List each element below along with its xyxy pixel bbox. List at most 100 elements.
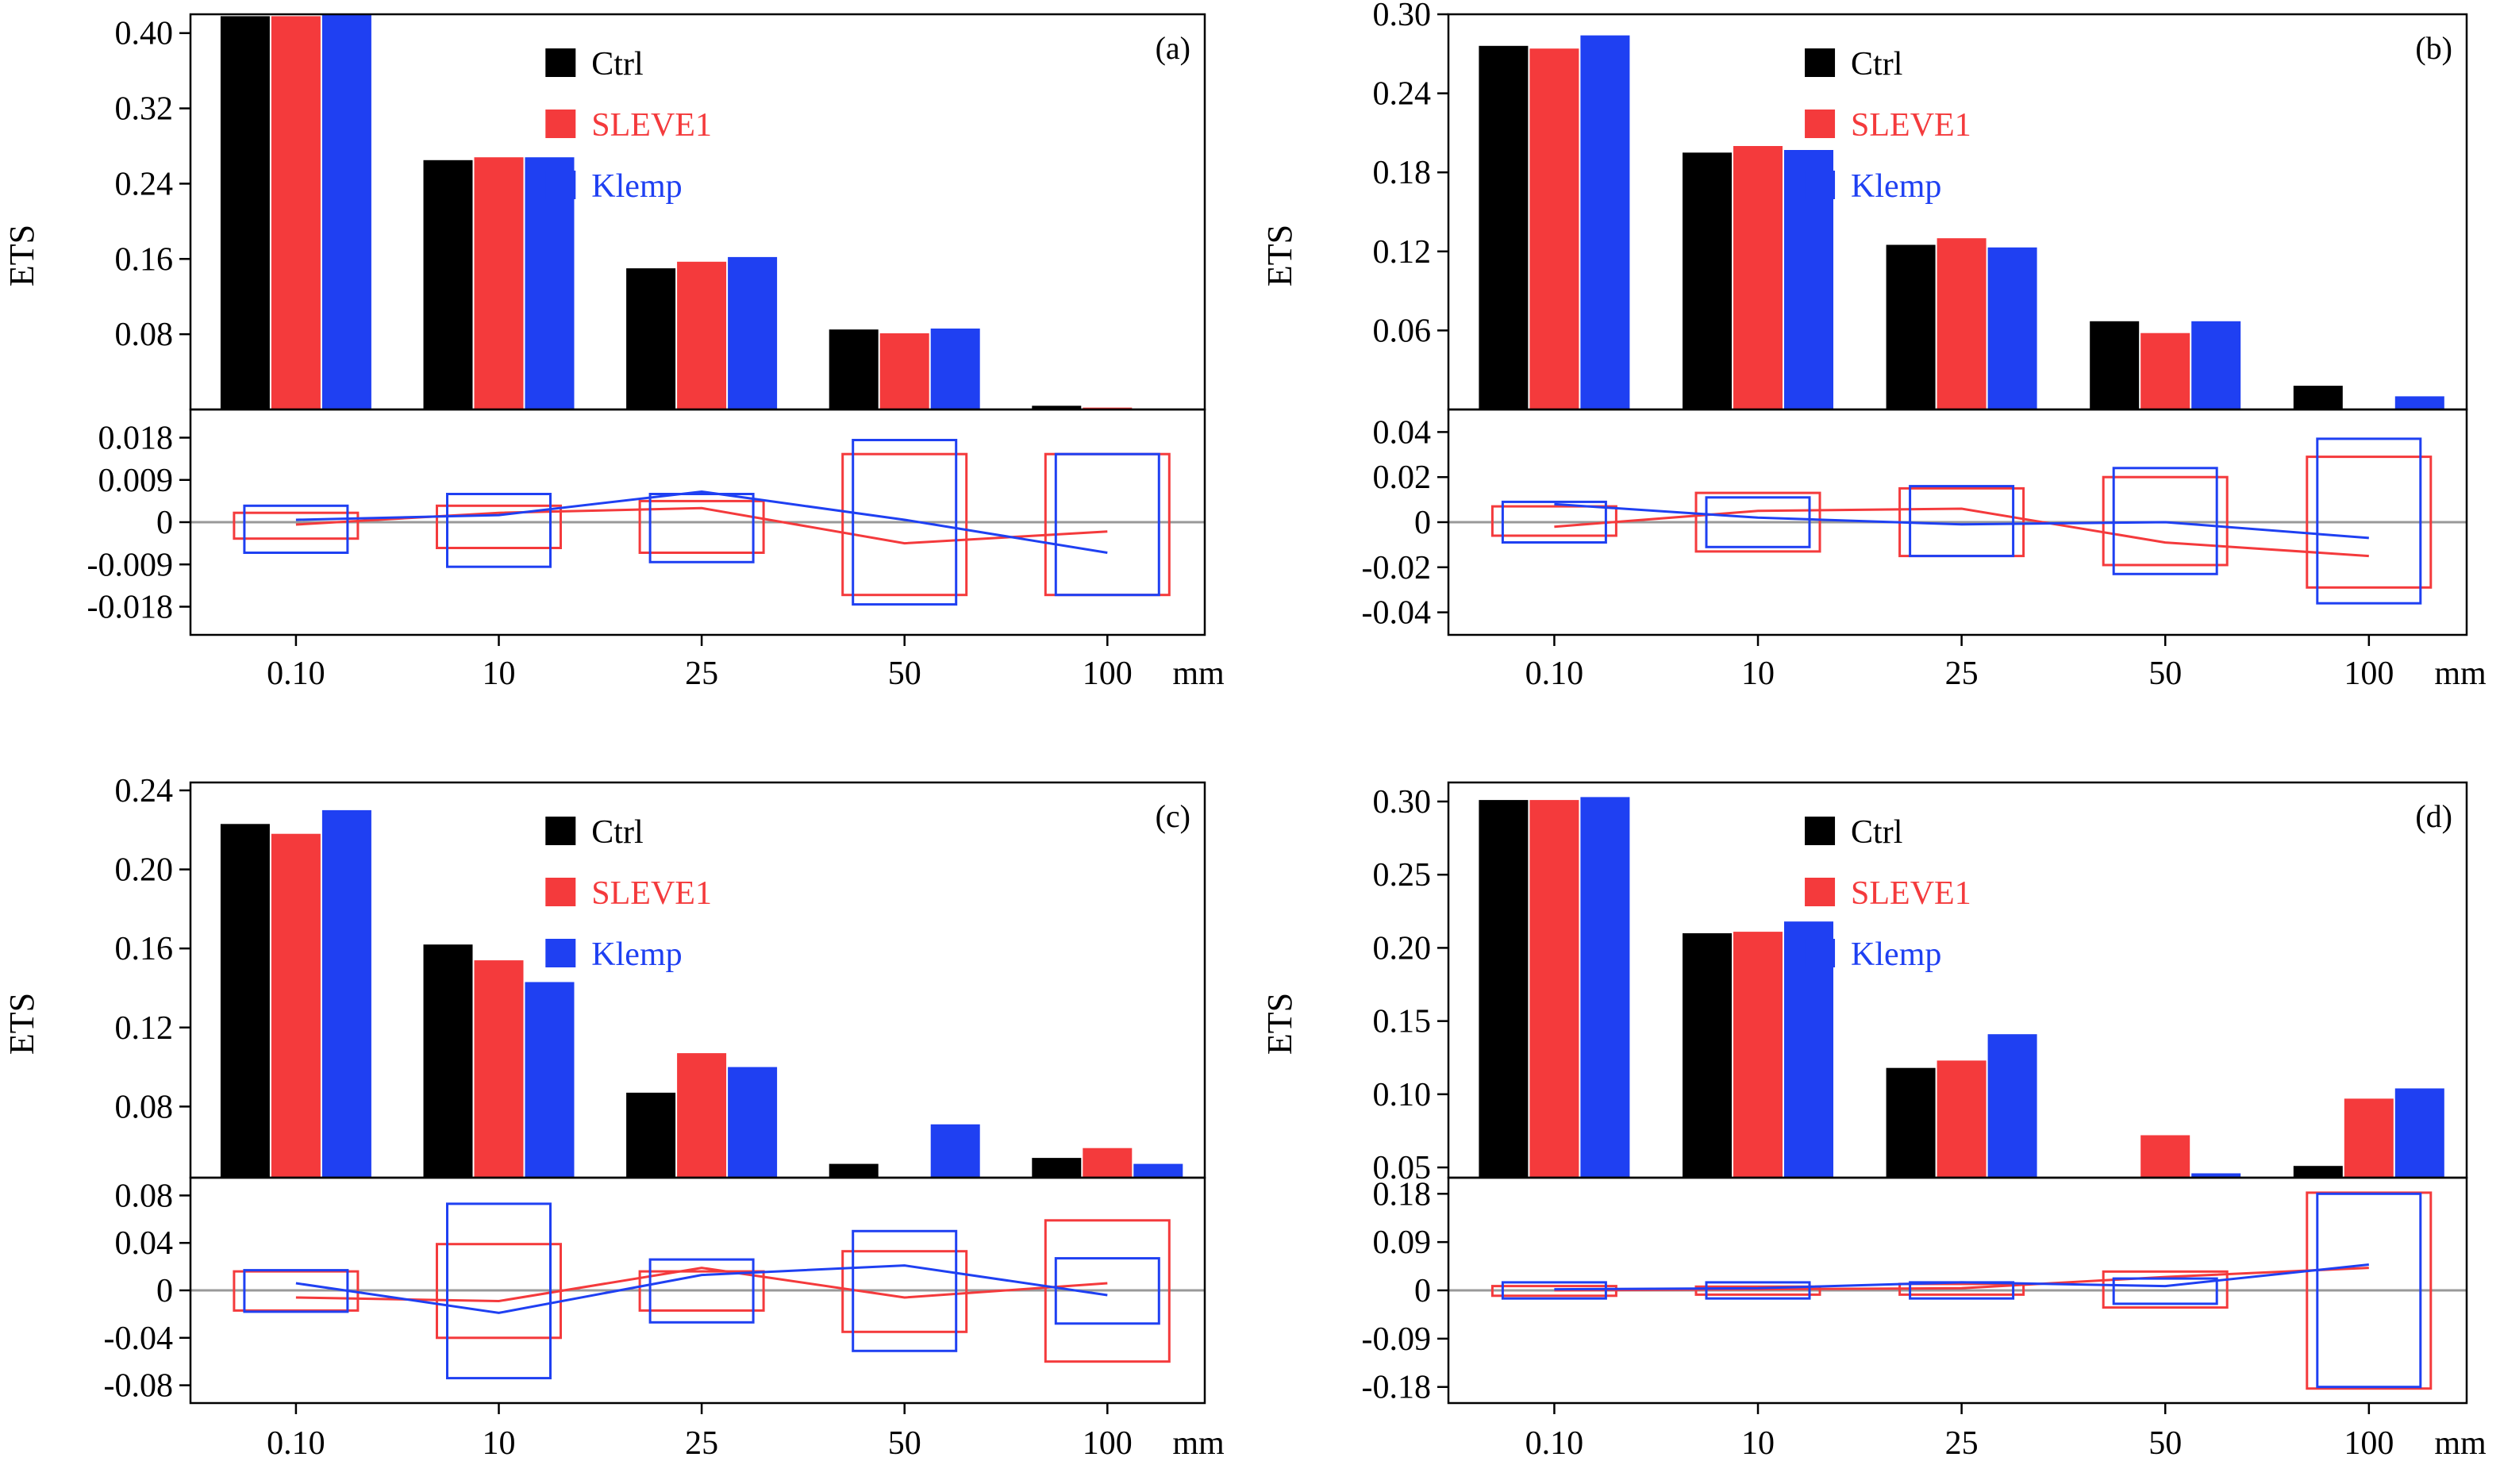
diff-y-tick-label: 0.09 (1373, 1224, 1432, 1261)
bar-ctrl-25 (1886, 244, 1936, 409)
diff-line-klemp (295, 1264, 1108, 1314)
legend-swatch-ctrl (1805, 48, 1836, 77)
range-box-sleve1-50 (2102, 1270, 2229, 1309)
legend-label-klemp: Klemp (1851, 168, 1941, 205)
range-box-sleve1-50 (841, 452, 968, 597)
x-tick-label: 25 (1945, 1425, 1979, 1462)
x-tick-label: 100 (2344, 655, 2394, 692)
y-tick-label: 0.30 (1373, 784, 1432, 821)
diff-y-tick-label: 0 (156, 1273, 173, 1309)
legend-swatch-ctrl (545, 48, 576, 77)
bar-sleve1-25 (1937, 238, 1987, 409)
x-tick-label: 0.10 (1525, 1425, 1584, 1462)
bar-ctrl-100 (1032, 406, 1082, 409)
legend-swatch-sleve1 (545, 110, 576, 138)
x-tick-label: 25 (685, 1425, 718, 1462)
y-tick-label: 0.20 (1373, 930, 1432, 967)
y-tick-label: 0.05 (1373, 1150, 1432, 1186)
bar-klemp-50 (930, 1124, 980, 1178)
x-tick-label: 25 (1945, 655, 1979, 692)
range-box-klemp-50 (852, 439, 958, 606)
range-box-klemp-25 (648, 1258, 755, 1324)
diff-y-tick-label: 0.02 (1373, 459, 1432, 496)
panel-label: (a) (1156, 30, 1190, 66)
bar-klemp-50 (930, 329, 980, 409)
bar-klemp-10 (525, 157, 575, 409)
bar-ctrl-10 (1683, 152, 1732, 410)
panel-1: 0.06 0.12 0.18 0.24 0.30 -0.04 -0.02 0 0.02 0.04 0… (1260, 0, 2487, 692)
range-box-klemp-10 (446, 1202, 552, 1380)
x-unit-label: mm (2434, 655, 2487, 692)
diff-y-tick-label: 0.018 (98, 421, 174, 457)
legend-label-klemp: Klemp (591, 936, 682, 973)
bar-ctrl-0.10 (1479, 800, 1529, 1178)
bar-sleve1-10 (474, 157, 524, 409)
y-tick-label: 0.16 (115, 931, 174, 967)
y-tick-label: 0.20 (115, 852, 174, 889)
x-tick-label: 0.10 (1525, 655, 1584, 692)
bar-klemp-0.10 (321, 809, 371, 1178)
y-tick-label: 0.06 (1373, 313, 1432, 349)
legend-swatch-klemp (1805, 939, 1836, 967)
range-box-sleve1-10 (1694, 491, 1821, 553)
bar-klemp-100 (2394, 396, 2444, 409)
range-box-sleve1-10 (436, 504, 562, 549)
bar-ctrl-50 (829, 1163, 879, 1178)
range-box-klemp-100 (2316, 1192, 2422, 1389)
legend-label-klemp: Klemp (1851, 936, 1941, 973)
bar-ctrl-25 (1886, 1067, 1936, 1178)
y-axis-title: ETS (1260, 993, 1299, 1055)
legend-swatch-klemp (545, 939, 576, 967)
range-box-sleve1-25 (638, 1270, 765, 1312)
x-tick-label: 100 (2344, 1425, 2394, 1462)
bar-klemp-0.10 (1580, 35, 1630, 409)
panel-label: (c) (1156, 798, 1190, 834)
range-box-klemp-0.10 (1501, 500, 1607, 544)
range-box-klemp-100 (1054, 452, 1160, 597)
bar-ctrl-100 (1032, 1158, 1082, 1178)
diff-y-tick-label: -0.04 (104, 1321, 174, 1357)
x-unit-label: mm (1172, 1425, 1225, 1462)
y-tick-label: 0.40 (115, 16, 174, 52)
bar-sleve1-25 (677, 1053, 727, 1178)
legend-swatch-ctrl (545, 817, 576, 845)
x-tick-label: 50 (888, 1425, 921, 1462)
range-box-klemp-50 (2112, 467, 2218, 575)
y-axis-title: ETS (2, 993, 41, 1055)
legend-swatch-klemp (1805, 171, 1836, 199)
diff-line-sleve1 (295, 506, 1108, 545)
range-box-klemp-25 (648, 493, 755, 563)
bar-klemp-10 (525, 982, 575, 1178)
y-axis-title: ETS (1260, 225, 1299, 286)
legend-label-ctrl: Ctrl (591, 814, 643, 851)
legend-label-sleve1: SLEVE1 (1851, 875, 1971, 912)
diff-line-klemp (1554, 1263, 2369, 1291)
bar-sleve1-10 (1733, 146, 1783, 409)
bar-ctrl-10 (1683, 933, 1732, 1178)
y-tick-label: 0.18 (1373, 155, 1432, 191)
range-box-sleve1-100 (1044, 1219, 1171, 1363)
bar-sleve1-0.10 (1529, 48, 1579, 409)
bar-ctrl-100 (2293, 1166, 2343, 1178)
range-box-klemp-10 (1705, 496, 1811, 548)
range-box-klemp-10 (1705, 1281, 1811, 1300)
range-box-klemp-100 (1054, 1257, 1160, 1325)
legend-label-ctrl: Ctrl (1851, 46, 1902, 83)
diff-y-tick-label: -0.009 (87, 547, 174, 583)
range-box-sleve1-0.10 (233, 511, 360, 540)
diff-y-tick-label: -0.18 (1362, 1370, 1432, 1406)
x-tick-label: 0.10 (267, 1425, 325, 1462)
diff-y-tick-label: 0.04 (115, 1225, 174, 1262)
range-box-klemp-100 (2316, 437, 2422, 605)
bar-sleve1-50 (879, 333, 929, 409)
diff-line-sleve1 (295, 1267, 1108, 1303)
y-tick-label: 0.24 (1373, 76, 1432, 113)
legend-label-sleve1: SLEVE1 (591, 107, 712, 144)
y-tick-label: 0.10 (1373, 1077, 1432, 1113)
y-tick-label: 0.15 (1373, 1004, 1432, 1040)
y-tick-label: 0.16 (115, 241, 174, 278)
y-axis-title: ETS (2, 225, 41, 286)
diff-line-sleve1 (1554, 507, 2369, 558)
diff-y-tick-label: -0.04 (1362, 595, 1432, 632)
